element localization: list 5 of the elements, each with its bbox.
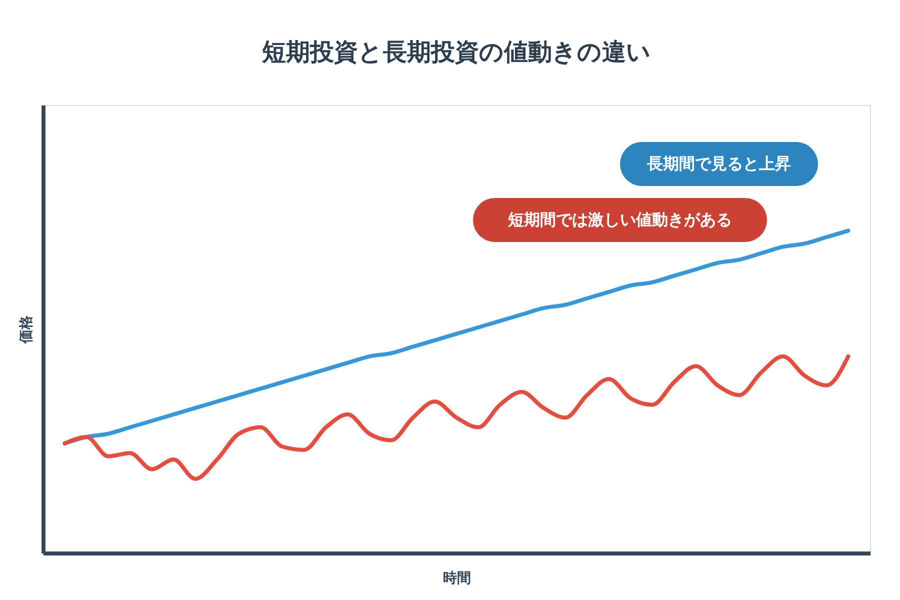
text: 短期間では激しい値動きがある [507, 210, 732, 229]
x-axis-title: 時間 [443, 570, 471, 586]
y-axis-title: 価格 [18, 314, 34, 344]
chart-title: 短期投資と長期投資の値動きの違い [261, 38, 651, 66]
text: 長期間で見ると上昇 [646, 154, 791, 173]
